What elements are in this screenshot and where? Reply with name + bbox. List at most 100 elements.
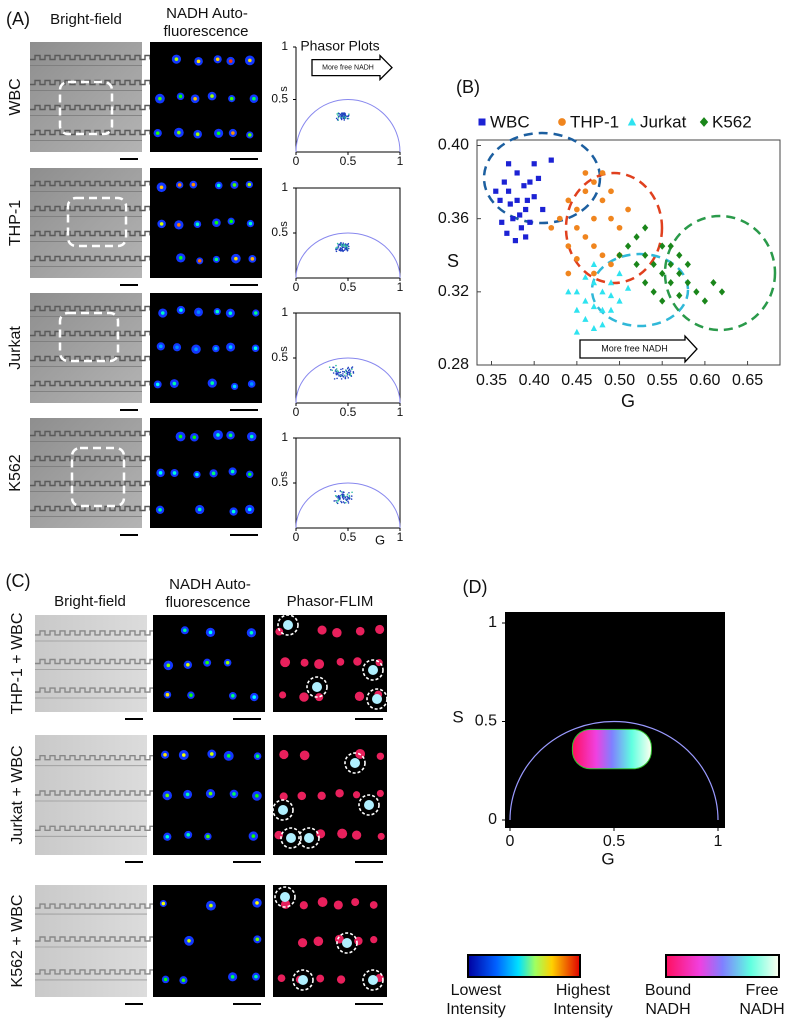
point (625, 206, 631, 213)
point (514, 197, 520, 203)
cell-core (195, 222, 200, 227)
cell-core (228, 345, 233, 349)
x-tick-label: 0.60 (689, 372, 720, 389)
y-axis-label: s (278, 86, 290, 92)
cell-free (372, 694, 382, 704)
phasor-point (336, 118, 339, 121)
arrow (579, 334, 698, 364)
phasor-point (333, 378, 336, 380)
x-axis-label: G (621, 391, 635, 411)
cell-core (205, 660, 209, 665)
point (633, 260, 640, 269)
phasor-point (343, 243, 346, 246)
universal-circle (509, 720, 719, 821)
phasor-point (349, 374, 352, 377)
cell-core (226, 754, 231, 758)
phasor-point (348, 494, 351, 497)
point (591, 215, 597, 222)
point (510, 216, 516, 222)
point (607, 292, 615, 299)
phasor-point (337, 496, 340, 499)
highlight-circle (298, 827, 320, 849)
highlight-circle (362, 969, 384, 991)
highlight-circle (344, 752, 366, 774)
y-tick-label: 1 (281, 305, 288, 319)
cell-core (209, 903, 213, 908)
legend-marker (558, 118, 566, 126)
cell-core (192, 435, 197, 440)
phasor-point (335, 247, 337, 249)
phasor-point (343, 249, 346, 251)
point (514, 170, 520, 176)
row-label: WBC (7, 78, 24, 115)
highlight-circle (306, 676, 328, 698)
cell-core (232, 384, 237, 389)
cell (299, 750, 310, 761)
universal-circle (295, 482, 401, 529)
point (512, 238, 519, 244)
cell (275, 627, 284, 636)
cell-core (253, 346, 258, 351)
phasor-point (338, 375, 340, 377)
row-label: Jurkat (7, 326, 24, 370)
cell-core (250, 257, 255, 261)
phasor-point (339, 248, 341, 251)
legend-label: Jurkat (640, 112, 687, 131)
phasor-point (336, 246, 338, 249)
cell-core (216, 433, 220, 437)
x-tick-label: 0 (293, 405, 300, 419)
y-tick-label: 0 (488, 811, 497, 828)
cell (299, 901, 308, 910)
point (650, 260, 657, 269)
phasor-point (335, 248, 337, 251)
phasor-point (340, 373, 342, 376)
cell (351, 898, 360, 907)
phasor-point (336, 242, 339, 245)
channel-wall (30, 430, 151, 437)
cell-core (186, 832, 191, 837)
point (607, 306, 615, 313)
point (574, 224, 580, 231)
x-tick-label: 0.5 (340, 405, 357, 419)
x-tick-label: 1 (397, 154, 404, 168)
x-tick-label: 0.5 (340, 154, 357, 168)
cell-core (165, 793, 170, 798)
phasor-point (342, 242, 345, 244)
column-header: Bright-field (54, 593, 126, 610)
phasor-point (346, 498, 349, 500)
point (527, 179, 533, 185)
x-tick-label: 1 (714, 833, 723, 850)
cell (355, 626, 365, 636)
cell-core (225, 660, 230, 665)
cell-core (209, 752, 214, 756)
bright-field-image (30, 42, 142, 152)
phasor-point (341, 115, 344, 117)
nadh-colorbar (665, 954, 780, 978)
phasor-point (342, 498, 345, 500)
point (565, 288, 572, 295)
phasor-point (351, 491, 353, 494)
phasor-point (346, 117, 349, 120)
cell-core (158, 471, 163, 475)
arrow-label: More free NADH (601, 343, 668, 353)
channel-wall (35, 658, 156, 665)
x-tick-label: 0 (293, 280, 300, 294)
column-header: fluorescence (165, 594, 250, 611)
y-tick-label: 0.5 (271, 225, 288, 239)
cell-core (247, 472, 252, 477)
point (582, 315, 589, 322)
fluorescence-image (150, 418, 262, 528)
x-tick-label: 0 (293, 154, 300, 168)
point (684, 260, 691, 269)
phasor-point (342, 117, 345, 119)
point (667, 242, 674, 250)
phasor-point (341, 370, 344, 373)
region-box (66, 196, 128, 248)
channel-wall (30, 230, 151, 237)
channel-wall (30, 455, 151, 462)
phasor-point (342, 501, 345, 503)
plot-frame (476, 139, 781, 366)
y-tick-label: 0.5 (271, 350, 288, 364)
universal-circle (295, 357, 401, 404)
cell-core (228, 311, 233, 315)
